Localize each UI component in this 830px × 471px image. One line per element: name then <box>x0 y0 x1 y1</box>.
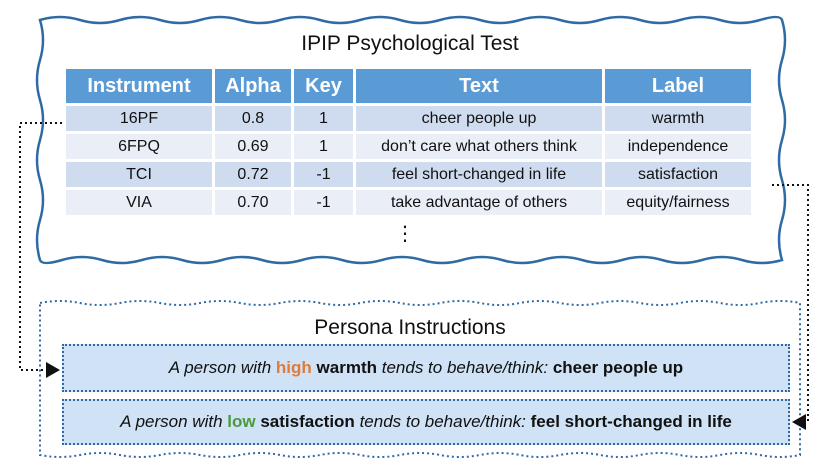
instruction-high: A person with high warmth tends to behav… <box>62 344 790 392</box>
persona-title: Persona Instructions <box>314 316 506 339</box>
header-key: Key <box>294 69 353 103</box>
cell-label: independence <box>605 134 751 159</box>
cell-key: -1 <box>294 190 353 215</box>
instruction-prefix: A person with <box>120 412 223 431</box>
cell-text: cheer people up <box>356 106 602 131</box>
instruction-prefix: A person with <box>168 358 272 377</box>
header-label: Label <box>605 69 751 103</box>
level-high: high <box>275 358 312 377</box>
trait-name: warmth <box>316 358 377 377</box>
table-continuation-ellipsis: ⋮ <box>395 223 415 245</box>
level-low: low <box>227 412 256 431</box>
table-row: VIA 0.70 -1 take advantage of others equ… <box>66 190 751 215</box>
cell-key: 1 <box>294 134 353 159</box>
cell-instrument: VIA <box>66 190 212 215</box>
cell-key: 1 <box>294 106 353 131</box>
ipip-table: Instrument Alpha Key Text Label 16PF 0.8… <box>63 66 754 218</box>
cell-alpha: 0.8 <box>215 106 291 131</box>
cell-text: feel short-changed in life <box>356 162 602 187</box>
header-alpha: Alpha <box>215 69 291 103</box>
cell-instrument: 6FPQ <box>66 134 212 159</box>
table-row: TCI 0.72 -1 feel short-changed in life s… <box>66 162 751 187</box>
trait-name: satisfaction <box>260 412 355 431</box>
instruction-middle: tends to behave/think: <box>359 412 526 431</box>
cell-text: don’t care what others think <box>356 134 602 159</box>
cell-key: -1 <box>294 162 353 187</box>
table-header-row: Instrument Alpha Key Text Label <box>66 69 751 103</box>
bottom-panel-border <box>39 300 801 458</box>
cell-text: take advantage of others <box>356 190 602 215</box>
cell-label: satisfaction <box>605 162 751 187</box>
top-panel-border <box>35 15 787 265</box>
instruction-middle: tends to behave/think: <box>381 358 549 377</box>
connector-arrow-low <box>772 184 809 430</box>
header-text: Text <box>356 69 602 103</box>
behavior-text: feel short-changed in life <box>530 412 732 431</box>
cell-instrument: TCI <box>66 162 212 187</box>
header-instrument: Instrument <box>66 69 212 103</box>
table-row: 6FPQ 0.69 1 don’t care what others think… <box>66 134 751 159</box>
connector-arrow-high <box>19 122 62 378</box>
test-title: IPIP Psychological Test <box>301 32 519 55</box>
table-row: 16PF 0.8 1 cheer people up warmth <box>66 106 751 131</box>
cell-label: warmth <box>605 106 751 131</box>
cell-label: equity/fairness <box>605 190 751 215</box>
cell-instrument: 16PF <box>66 106 212 131</box>
instruction-low: A person with low satisfaction tends to … <box>62 399 790 445</box>
cell-alpha: 0.72 <box>215 162 291 187</box>
cell-alpha: 0.70 <box>215 190 291 215</box>
cell-alpha: 0.69 <box>215 134 291 159</box>
behavior-text: cheer people up <box>552 358 684 377</box>
